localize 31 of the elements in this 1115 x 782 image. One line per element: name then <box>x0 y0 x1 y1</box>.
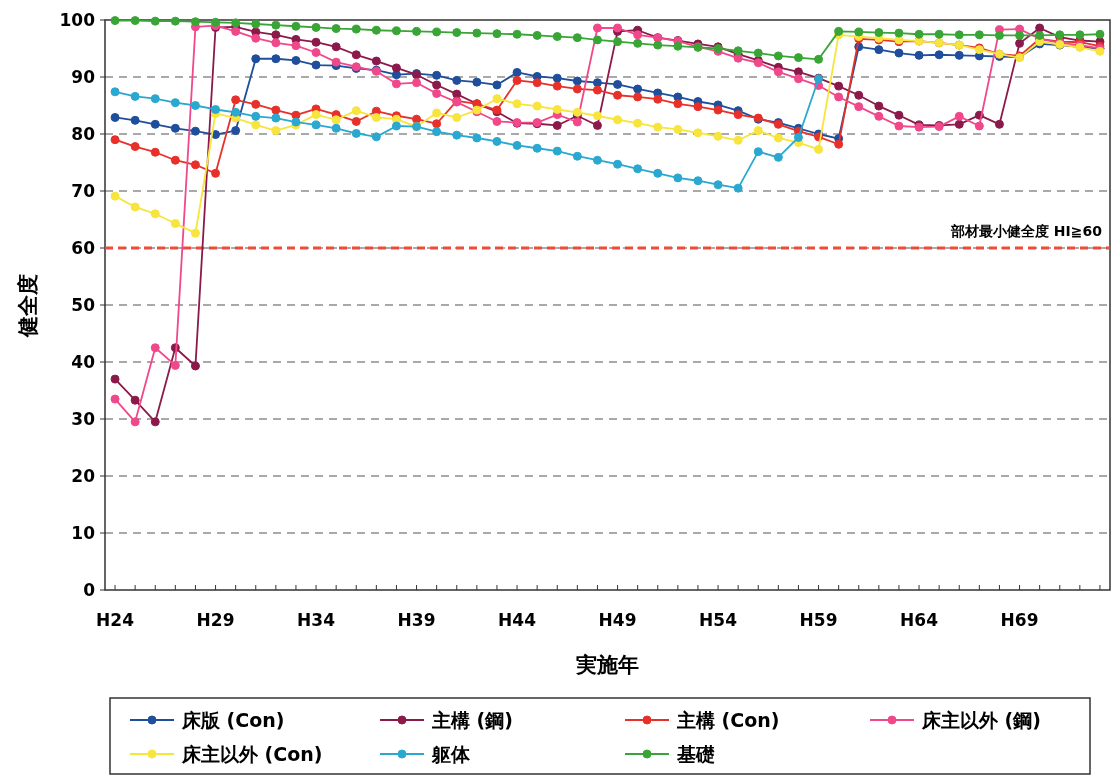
x-tick-label: H44 <box>498 610 537 630</box>
y-tick-label: 100 <box>59 10 96 30</box>
y-tick-label: 50 <box>71 295 96 315</box>
legend-label: 主構 (鋼) <box>431 709 513 731</box>
y-tick-label: 0 <box>83 580 96 600</box>
y-tick-label: 20 <box>71 466 96 486</box>
x-tick-label: H29 <box>196 610 235 630</box>
x-tick-label: H54 <box>699 610 738 630</box>
x-tick-label: H39 <box>397 610 436 630</box>
x-tick-label: H24 <box>96 610 135 630</box>
x-tick-label: H64 <box>900 610 939 630</box>
x-axis-title: 実施年 <box>575 653 639 677</box>
y-axis-title: 健全度 <box>16 273 40 338</box>
x-tick-label: H59 <box>799 610 838 630</box>
x-tick-label: H69 <box>1000 610 1039 630</box>
y-tick-label: 40 <box>71 352 96 372</box>
ref-line-label: 部材最小健全度 HI≧60 <box>949 223 1103 239</box>
y-tick-label: 10 <box>71 523 96 543</box>
legend-label: 床版 (Con) <box>181 709 285 731</box>
y-tick-label: 30 <box>71 409 96 429</box>
x-tick-label: H49 <box>598 610 637 630</box>
legend-label: 床主以外 (Con) <box>181 743 323 765</box>
y-tick-label: 80 <box>71 124 96 144</box>
y-tick-label: 90 <box>71 67 96 87</box>
legend-label: 主構 (Con) <box>676 709 780 731</box>
legend-label: 基礎 <box>676 743 715 765</box>
legend-label: 床主以外 (鋼) <box>921 709 1041 731</box>
y-tick-label: 60 <box>71 238 96 258</box>
legend-label: 躯体 <box>431 743 471 765</box>
x-tick-label: H34 <box>297 610 336 630</box>
y-tick-label: 70 <box>71 181 96 201</box>
